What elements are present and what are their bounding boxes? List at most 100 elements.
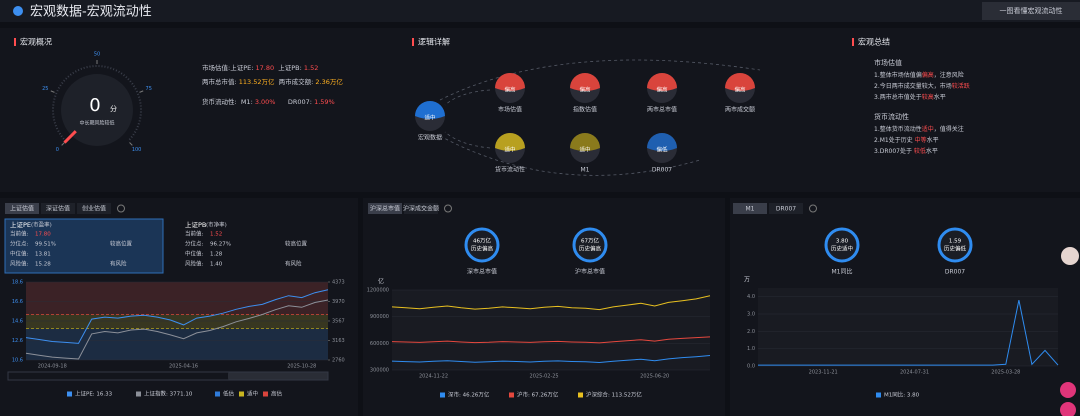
legend-swatch — [67, 391, 72, 397]
stat-title: 上证PB — [185, 220, 206, 229]
y-tick-label: 300000 — [370, 368, 389, 374]
connector — [439, 59, 761, 101]
section-title: 宏观概况 — [20, 37, 52, 47]
tab[interactable] — [77, 203, 111, 214]
x-tick-label: 2025-10-28 — [287, 364, 316, 370]
gauge-caption: 中长期风险较低 — [79, 120, 114, 127]
node-fill — [570, 73, 600, 91]
node-fill — [647, 73, 677, 91]
tab-label[interactable]: 沪深总市值 — [370, 205, 400, 213]
series-line — [391, 336, 711, 344]
legend-label: 深市: 46.26万亿 — [448, 391, 490, 399]
x-tick-label: 2025-02-25 — [530, 374, 559, 380]
text-segment: 水平 — [934, 93, 946, 101]
ring-value: 67万亿 — [581, 237, 599, 245]
x-tick-label: 2024-09-18 — [38, 364, 67, 370]
y-tick-label: 900000 — [370, 314, 389, 320]
gauge-needle — [63, 130, 77, 144]
tab-label[interactable]: M1 — [746, 206, 755, 213]
text-segment: ，值得关注 — [934, 125, 964, 133]
legend-label: 低估 — [223, 390, 235, 398]
tab[interactable] — [5, 203, 39, 214]
text-segment: 2.M1处于历史 — [874, 136, 915, 144]
stat-note: 较高位置 — [285, 240, 308, 248]
ring-value: 46万亿 — [473, 237, 491, 245]
tab[interactable] — [368, 203, 402, 214]
node-label: 宏观数据 — [418, 134, 442, 142]
node-label: M1 — [581, 167, 590, 174]
band — [26, 282, 328, 315]
tab[interactable] — [404, 203, 438, 214]
legend-label: 高估 — [271, 390, 283, 398]
y-tick-label: 1.0 — [747, 346, 755, 352]
ring — [937, 227, 973, 263]
tab[interactable] — [733, 203, 767, 214]
rich-text: 3.两市总市值处于较高水平 — [874, 93, 946, 101]
tab[interactable] — [769, 203, 803, 214]
tab-label[interactable]: 上证估值 — [10, 205, 34, 213]
stat-value: 99.51% — [35, 242, 56, 248]
y2-tick-label: 3163 — [332, 338, 345, 344]
y-tick-label: 14.6 — [12, 319, 23, 325]
stat-value: 17.80 — [35, 232, 51, 238]
text-segment: 1.52 — [304, 64, 318, 72]
connector — [444, 89, 491, 106]
tab-label[interactable]: DR007 — [776, 206, 796, 213]
node-state: 适中 — [504, 146, 515, 154]
legend-swatch — [440, 392, 445, 398]
ring-label: 沪市总市值 — [575, 268, 605, 276]
node-state: 偏高 — [656, 86, 668, 94]
stat-box — [4, 218, 164, 274]
node-state: 偏高 — [734, 86, 746, 94]
node-state: 偏高 — [504, 86, 516, 94]
gauge-tick-label: 0 — [56, 147, 59, 153]
ring-value: 1.59 — [949, 239, 962, 245]
node-label: 市场估值 — [498, 106, 522, 114]
text-segment: 两市总市值: — [202, 77, 239, 86]
summary-heading: 市场估值 — [874, 58, 902, 67]
section-marker — [852, 38, 854, 46]
stat-note: 有风险 — [110, 260, 127, 268]
text-segment: 3.DR007处于 — [874, 147, 914, 155]
guide-button[interactable] — [982, 2, 1080, 20]
rich-text: 1.整体货币流动性适中，值得关注 — [874, 125, 964, 133]
legend-label: 沪市: 67.26万亿 — [517, 391, 559, 399]
text-segment: 较高 — [922, 93, 934, 101]
section-title: 宏观总结 — [858, 37, 890, 47]
stat-value: 15.28 — [35, 262, 51, 268]
text-segment: 两市成交额: — [275, 77, 316, 86]
rich-text: 3.DR007处于 较低水平 — [874, 147, 938, 155]
ring — [464, 227, 500, 263]
ring — [824, 227, 860, 263]
legend-label: 上证指数: 3771.10 — [144, 390, 193, 398]
like-button[interactable] — [1060, 382, 1076, 398]
stat-sub: (市净率) — [206, 221, 227, 229]
stat-value: 1.28 — [210, 252, 223, 258]
tab-label[interactable]: 沪深成交金额 — [403, 205, 439, 213]
ring-state: 历史偏高 — [579, 245, 602, 253]
legend-swatch — [876, 392, 881, 398]
node-fill — [495, 73, 525, 91]
text-segment: 水平 — [927, 136, 939, 144]
text-segment: 2.今日两市成交量较大，市场 — [874, 82, 952, 90]
text-segment: M1: — [241, 98, 255, 106]
tab-label[interactable]: 创业估值 — [82, 205, 106, 213]
gauge-tick-label: 25 — [42, 86, 48, 92]
mail-button[interactable] — [1060, 402, 1076, 416]
text-segment: 3.两市总市值处于 — [874, 93, 922, 101]
plot-area — [392, 290, 710, 370]
tab[interactable] — [41, 203, 75, 214]
guide-button-label[interactable]: 一图看懂宏观流动性 — [1000, 6, 1063, 15]
text-segment: 货币流动性: — [202, 97, 241, 106]
node-label: 两市总市值 — [647, 106, 677, 114]
tab-label[interactable]: 深证估值 — [46, 205, 70, 213]
stat-value: 1.52 — [210, 232, 222, 238]
legend-label: 适中 — [247, 390, 258, 398]
legend-label: 上证PE: 16.33 — [75, 390, 113, 398]
stat-label: 中位值: — [185, 250, 204, 258]
x-tick-label: 2025-06-20 — [640, 374, 669, 380]
rich-text: 2.M1处于历史 中等水平 — [874, 136, 939, 144]
avatar[interactable] — [1061, 247, 1079, 265]
node-label: DR007 — [652, 167, 672, 174]
zoom-slider[interactable] — [228, 372, 328, 380]
